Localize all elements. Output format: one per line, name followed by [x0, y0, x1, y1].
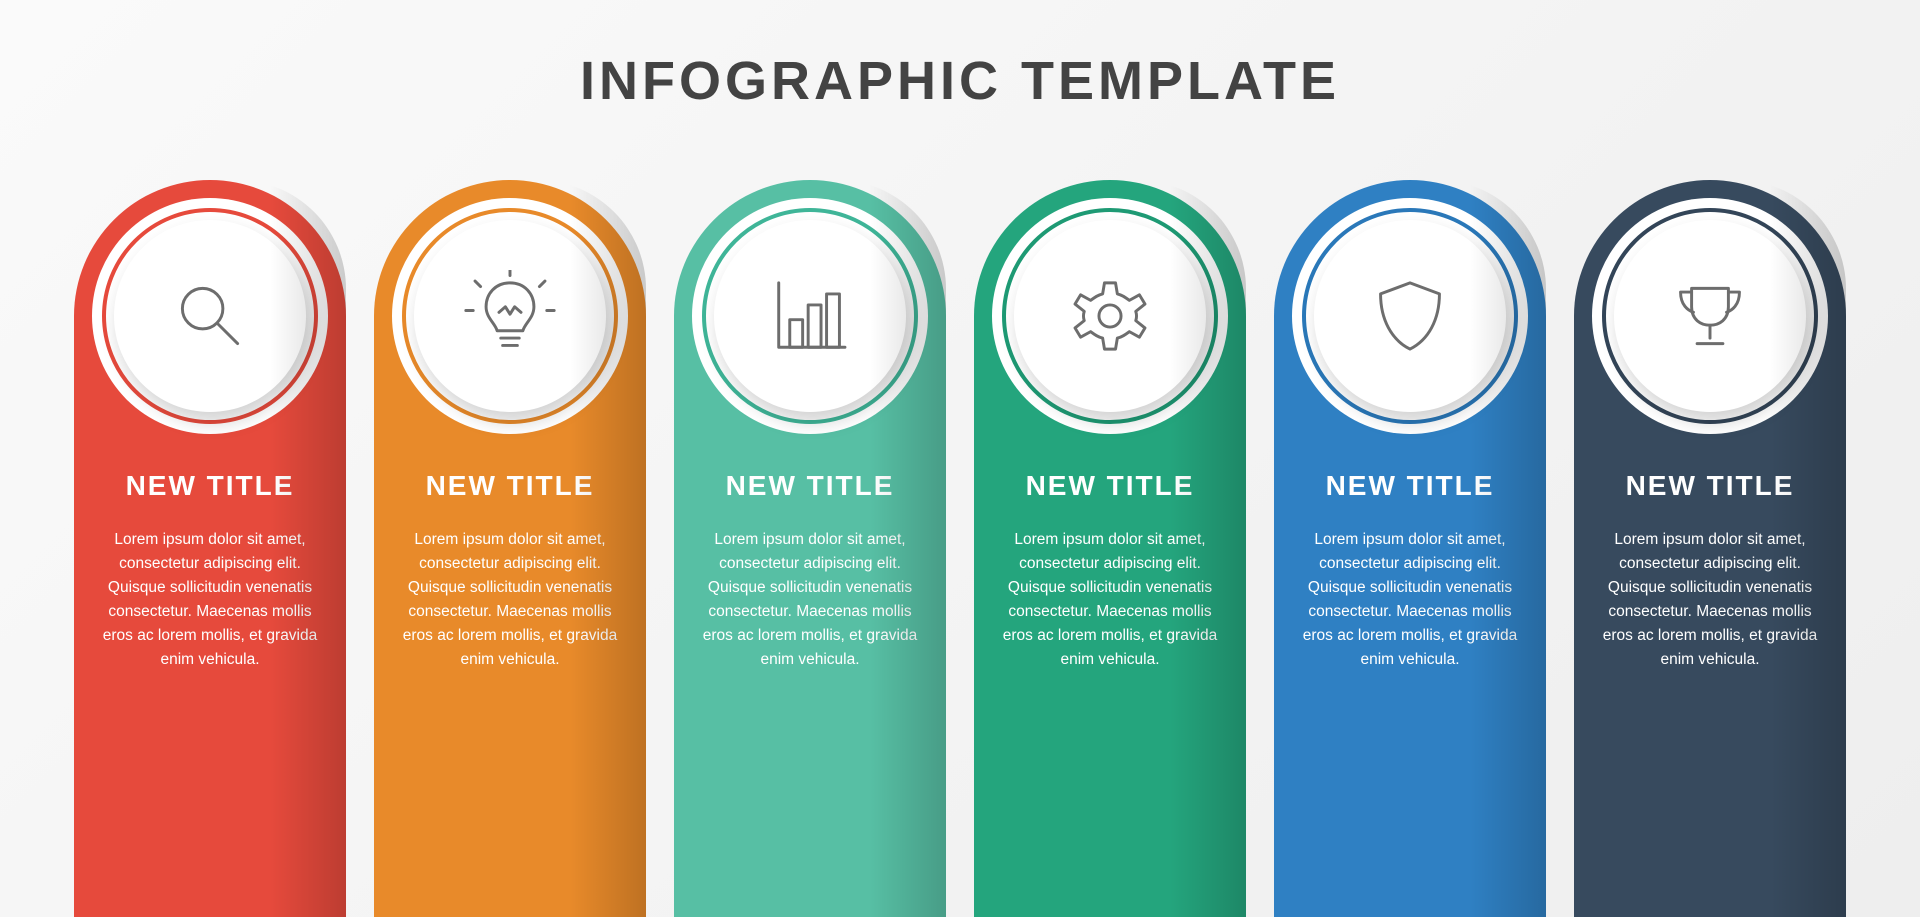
card-4-circle [992, 198, 1228, 434]
card-5-title: NEW TITLE [1300, 470, 1520, 502]
lightbulb-icon [414, 220, 606, 412]
card-2-circle [392, 198, 628, 434]
card-3-body: Lorem ipsum dolor sit amet, consectetur … [700, 528, 920, 672]
card-2: NEW TITLE Lorem ipsum dolor sit amet, co… [374, 180, 646, 917]
card-3-title: NEW TITLE [700, 470, 920, 502]
card-6-title: NEW TITLE [1600, 470, 1820, 502]
bar-chart-icon [714, 220, 906, 412]
card-1-circle [92, 198, 328, 434]
card-6-circle [1592, 198, 1828, 434]
card-1-body: Lorem ipsum dolor sit amet, consectetur … [100, 528, 320, 672]
shield-icon [1314, 220, 1506, 412]
card-5-circle [1292, 198, 1528, 434]
card-6-body: Lorem ipsum dolor sit amet, consectetur … [1600, 528, 1820, 672]
search-icon [114, 220, 306, 412]
card-2-body: Lorem ipsum dolor sit amet, consectetur … [400, 528, 620, 672]
card-4: NEW TITLE Lorem ipsum dolor sit amet, co… [974, 180, 1246, 917]
card-4-title: NEW TITLE [1000, 470, 1220, 502]
card-5-body: Lorem ipsum dolor sit amet, consectetur … [1300, 528, 1520, 672]
card-2-title: NEW TITLE [400, 470, 620, 502]
card-1: NEW TITLE Lorem ipsum dolor sit amet, co… [74, 180, 346, 917]
card-3-circle [692, 198, 928, 434]
card-4-body: Lorem ipsum dolor sit amet, consectetur … [1000, 528, 1220, 672]
page-title: INFOGRAPHIC TEMPLATE [0, 50, 1920, 112]
infographic-stage: INFOGRAPHIC TEMPLATE NEW TITLE Lorem ips… [0, 0, 1920, 917]
gear-icon [1014, 220, 1206, 412]
card-3: NEW TITLE Lorem ipsum dolor sit amet, co… [674, 180, 946, 917]
cards-row: NEW TITLE Lorem ipsum dolor sit amet, co… [0, 180, 1920, 917]
card-5: NEW TITLE Lorem ipsum dolor sit amet, co… [1274, 180, 1546, 917]
card-1-title: NEW TITLE [100, 470, 320, 502]
trophy-icon [1614, 220, 1806, 412]
card-6: NEW TITLE Lorem ipsum dolor sit amet, co… [1574, 180, 1846, 917]
